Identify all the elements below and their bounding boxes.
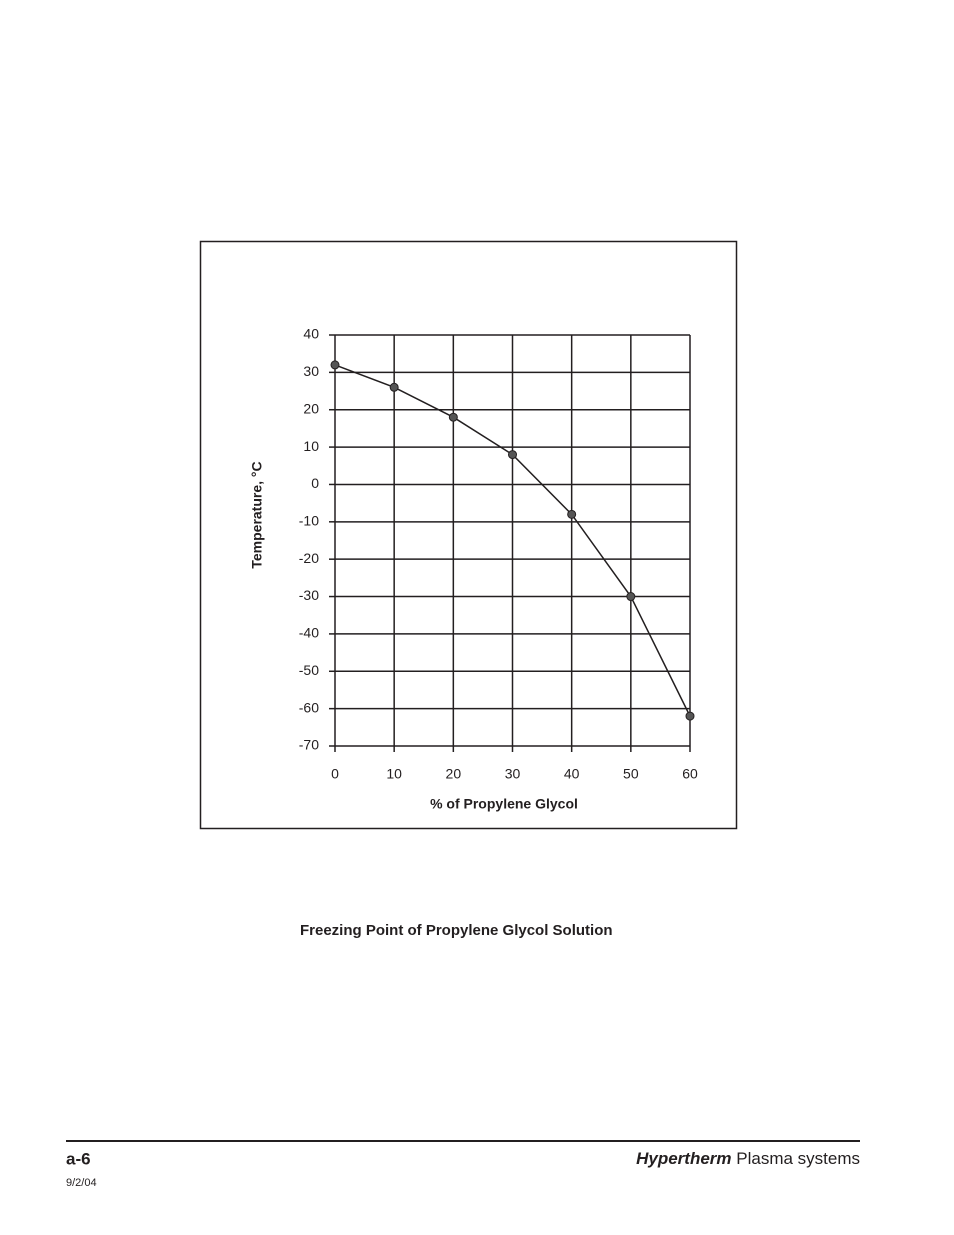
y-tick-label: 30 [303,363,319,379]
x-tick-label: 60 [682,766,698,782]
chart-frame [199,240,738,830]
y-tick-label: -20 [299,550,319,566]
product: Plasma systems [736,1149,860,1168]
chart: -70 -60 -50 -40 -30 -20 -10 0 10 20 30 40 0 10 20 30 40 5… [299,326,698,782]
x-tick-label: 30 [505,766,521,782]
x-axis-title: % of Propylene Glycol [430,796,578,812]
caption: Freezing Point of Propylene Glycol Solut… [300,922,613,939]
brand: Hypertherm [636,1149,731,1168]
data-point [330,360,340,370]
brand-line: Hypertherm Plasma systems [636,1149,860,1168]
y-tick-label: -60 [299,699,319,715]
x-tick-label: 40 [564,766,580,782]
x-tick-label: 20 [446,766,462,782]
data-point [389,382,399,392]
data-point [508,450,517,460]
data-point [567,509,577,519]
x-tick-label: 50 [623,766,639,782]
x-tick-label: 0 [331,766,339,782]
data-point [448,412,458,422]
y-tick-label: -70 [299,737,319,753]
y-tick-label: -30 [299,587,319,603]
y-axis-title: Temperature, °C [249,461,265,568]
y-tick-label: 20 [303,400,319,416]
data-point [626,592,636,602]
y-tick-label: 0 [311,475,319,491]
y-tick-label: 40 [303,326,319,342]
y-tick-label: -40 [299,625,319,641]
y-tick-label: -10 [299,513,319,529]
data-point [685,711,695,721]
y-tick-label: 10 [303,438,319,454]
y-tick-label: -50 [299,662,319,678]
x-tick-label: 10 [386,766,402,782]
date: 9/2/04 [66,1177,97,1189]
page-number: a-6 [66,1149,91,1168]
